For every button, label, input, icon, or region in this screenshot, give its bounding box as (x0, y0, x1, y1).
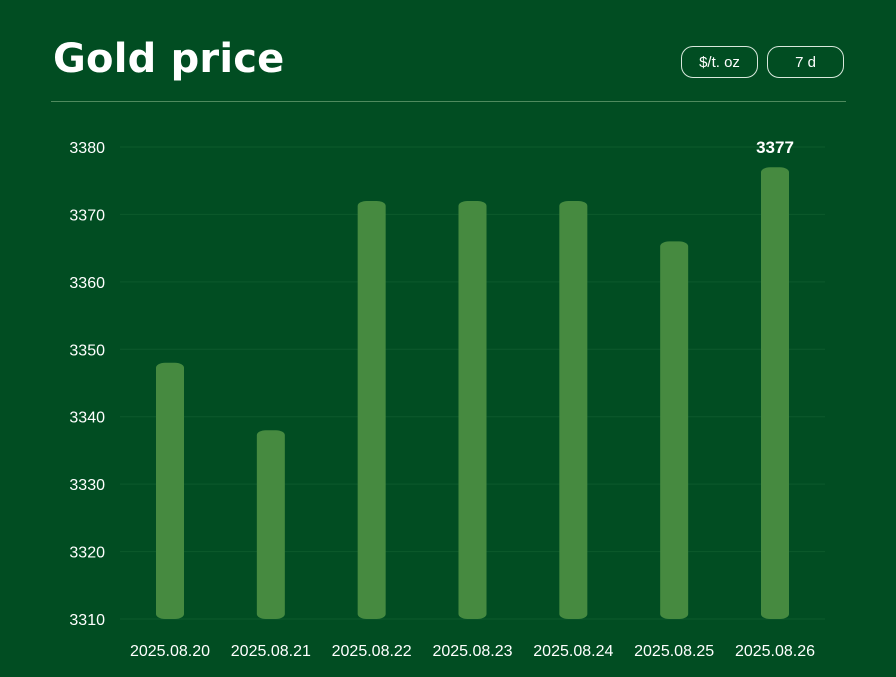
bar-2025.08.26[interactable] (761, 167, 789, 619)
y-tick-label: 3340 (69, 410, 105, 427)
page-title: Gold price (53, 36, 285, 82)
range-toggle-button[interactable]: 7 d (767, 46, 844, 78)
x-tick-label: 2025.08.25 (634, 643, 714, 660)
y-tick-label: 3330 (69, 477, 105, 494)
y-tick-label: 3360 (69, 275, 105, 292)
data-label: 3377 (756, 138, 794, 157)
y-tick-label: 3380 (69, 140, 105, 157)
x-tick-label: 2025.08.20 (130, 643, 210, 660)
y-tick-label: 3310 (69, 612, 105, 629)
x-tick-label: 2025.08.21 (231, 643, 311, 660)
y-tick-label: 3350 (69, 342, 105, 359)
unit-toggle-button[interactable]: $/t. oz (681, 46, 758, 78)
x-tick-label: 2025.08.22 (332, 643, 412, 660)
bar-2025.08.21[interactable] (256, 430, 285, 619)
bar-2025.08.25[interactable] (660, 241, 689, 619)
bar-2025.08.20[interactable] (156, 362, 184, 619)
x-tick-label: 2025.08.23 (432, 643, 512, 660)
y-tick-label: 3370 (69, 207, 105, 224)
x-tick-label: 2025.08.24 (533, 643, 613, 660)
y-tick-label: 3320 (69, 545, 105, 562)
x-tick-label: 2025.08.26 (735, 643, 815, 660)
bar-2025.08.24[interactable] (559, 200, 588, 619)
bar-2025.08.22[interactable] (357, 200, 386, 619)
header-divider (51, 101, 846, 102)
bar-2025.08.23[interactable] (458, 200, 487, 619)
